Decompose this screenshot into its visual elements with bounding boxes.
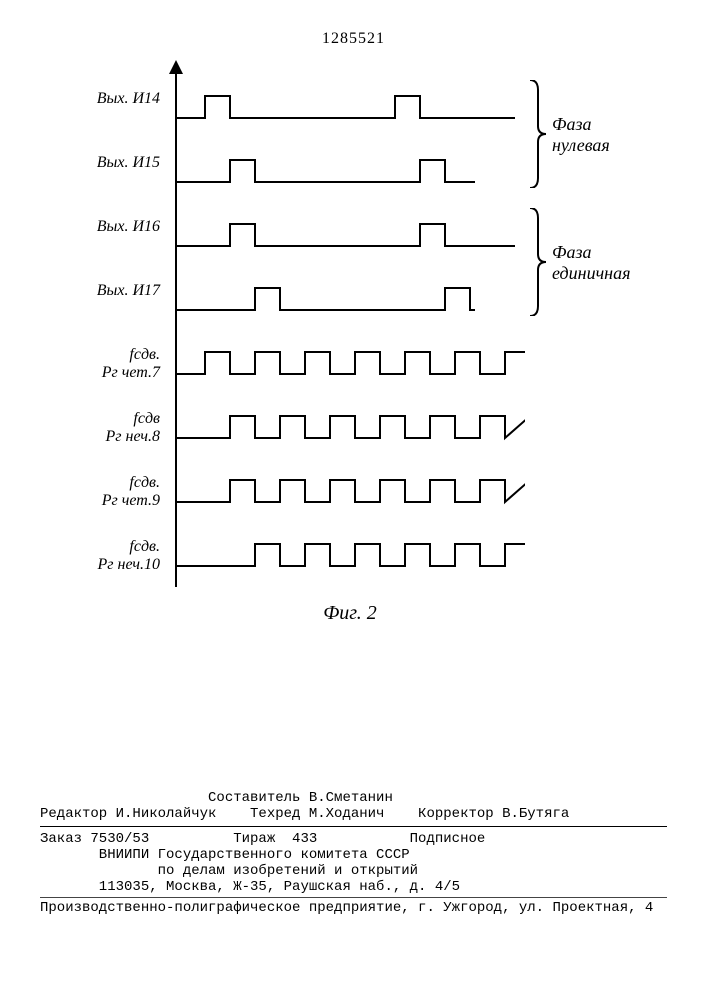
trace-row: fсдв. Рг чет.9: [80, 454, 620, 518]
trace-label: Вых. И16: [70, 218, 160, 236]
document-number: 1285521: [0, 30, 707, 48]
trace-label: fсдв. Рг неч.10: [70, 538, 160, 574]
trace-waveform: [175, 198, 525, 262]
page: 1285521 Вых. И14Вых. И15Вых. И16Вых. И17…: [0, 0, 707, 1000]
trace-waveform: [175, 262, 525, 326]
trace-row: fсдв Рг неч.8: [80, 390, 620, 454]
trace-waveform: [175, 390, 525, 454]
trace-label: Вых. И17: [70, 282, 160, 300]
trace-label: Вых. И14: [70, 90, 160, 108]
trace-waveform: [175, 326, 525, 390]
staff-line: Редактор И.Николайчук Техред М.Ходанич К…: [40, 806, 667, 822]
compiler-line: Составитель В.Сметанин: [40, 790, 667, 806]
trace-row: fсдв. Рг неч.10: [80, 518, 620, 582]
printer-line: Производственно-полиграфическое предприя…: [40, 900, 667, 916]
timing-diagram: Вых. И14Вых. И15Вых. И16Вых. И17fсдв. Рг…: [80, 70, 620, 710]
brace-label: Фаза единичная: [552, 242, 630, 284]
trace-row: fсдв. Рг чет.7: [80, 326, 620, 390]
brace-label: Фаза нулевая: [552, 114, 610, 156]
footer-block: Составитель В.Сметанин Редактор И.Никола…: [40, 790, 667, 916]
divider: [40, 826, 667, 827]
trace-label: fсдв Рг неч.8: [70, 410, 160, 446]
brace-icon: [528, 208, 548, 316]
org-line-1: ВНИИПИ Государственного комитета СССР: [40, 847, 667, 863]
trace-label: fсдв. Рг чет.7: [70, 346, 160, 382]
order-line: Заказ 7530/53 Тираж 433 Подписное: [40, 831, 667, 847]
trace-waveform: [175, 70, 525, 134]
trace-waveform: [175, 454, 525, 518]
trace-label: fсдв. Рг чет.9: [70, 474, 160, 510]
brace-icon: [528, 80, 548, 188]
divider-thin: [40, 897, 667, 898]
trace-waveform: [175, 518, 525, 582]
trace-label: Вых. И15: [70, 154, 160, 172]
trace-waveform: [175, 134, 525, 198]
org-line-2: по делам изобретений и открытий: [40, 863, 667, 879]
address-line: 113035, Москва, Ж-35, Раушская наб., д. …: [40, 879, 667, 895]
figure-caption: Фиг. 2: [80, 602, 620, 625]
